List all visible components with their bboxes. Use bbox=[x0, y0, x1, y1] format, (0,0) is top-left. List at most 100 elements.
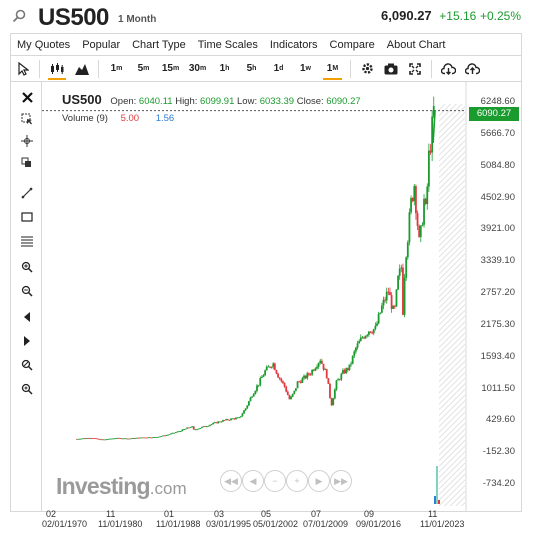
interval-15m[interactable]: 15 m bbox=[161, 63, 180, 74]
candle-body bbox=[411, 198, 414, 202]
crosshair-tool-button[interactable] bbox=[17, 132, 37, 150]
step-forward-icon[interactable]: ▶ bbox=[308, 470, 330, 492]
candle-body bbox=[389, 291, 391, 296]
scroll-left-button[interactable] bbox=[17, 308, 37, 326]
low-value: 6033.39 bbox=[259, 96, 295, 107]
candle-body bbox=[272, 363, 275, 368]
candle-body bbox=[392, 306, 395, 309]
zoom-in-circle-icon[interactable]: + bbox=[286, 470, 308, 492]
chart-menu-bar: My Quotes Popular Chart Type Time Scales… bbox=[10, 33, 522, 55]
fast-forward-icon[interactable]: ▶▶ bbox=[330, 470, 352, 492]
candle-body bbox=[260, 376, 263, 379]
select-icon bbox=[21, 113, 32, 125]
x-tick-bottom-label: 02/01/1970 bbox=[42, 519, 88, 529]
candle-body bbox=[186, 427, 189, 429]
zoom-out-circle-icon[interactable]: − bbox=[264, 470, 286, 492]
candle-body bbox=[92, 438, 95, 440]
candle-body bbox=[153, 437, 156, 438]
zoom-in-button[interactable] bbox=[17, 258, 37, 276]
candle-body bbox=[105, 439, 108, 441]
volume-value-b: 1.56 bbox=[155, 113, 175, 124]
y-tick-label: 4502.90 bbox=[480, 191, 515, 203]
brand-name: Investing bbox=[56, 473, 151, 499]
rewind-icon[interactable]: ◀◀ bbox=[220, 470, 242, 492]
candle-body bbox=[140, 437, 143, 439]
candle-body bbox=[309, 374, 312, 376]
fibonacci-tool-button[interactable] bbox=[17, 232, 37, 250]
select-tool-button[interactable] bbox=[17, 110, 37, 128]
reset-zoom-button[interactable] bbox=[17, 380, 37, 398]
menu-chart-type[interactable]: Chart Type bbox=[132, 38, 186, 51]
menu-time-scales[interactable]: Time Scales bbox=[197, 38, 258, 51]
cursor-icon bbox=[18, 61, 29, 76]
candle-body bbox=[273, 363, 276, 371]
menu-about-chart[interactable]: About Chart bbox=[386, 38, 446, 51]
chart-area[interactable] bbox=[42, 82, 522, 512]
chart-navigation-controls: ◀◀ ◀ − + ▶ ▶▶ bbox=[220, 468, 370, 494]
last-price: 6,090.27 bbox=[381, 8, 432, 23]
menu-compare[interactable]: Compare bbox=[329, 38, 375, 51]
candle-body bbox=[171, 432, 174, 434]
candle-body bbox=[335, 380, 338, 390]
menu-popular[interactable]: Popular bbox=[82, 38, 121, 51]
y-tick-label: 5084.80 bbox=[480, 159, 515, 171]
interval-30m[interactable]: 30 m bbox=[188, 63, 207, 74]
y-tick-label: 1011.50 bbox=[481, 382, 515, 394]
triangle-left-icon bbox=[24, 312, 30, 322]
price-chart[interactable] bbox=[42, 82, 522, 512]
candle-body bbox=[251, 396, 254, 398]
zoom-fit-button[interactable] bbox=[17, 356, 37, 374]
area-chart-icon bbox=[75, 63, 89, 75]
volume-legend: Volume (9) 5.00 1.56 bbox=[62, 113, 174, 124]
step-back-icon[interactable]: ◀ bbox=[242, 470, 264, 492]
x-axis: 02 02/01/1970 11 11/01/1980 01 11/01/1988 03 03… bbox=[42, 509, 472, 532]
candle-body bbox=[400, 267, 403, 269]
candlestick-chart-button[interactable] bbox=[44, 56, 70, 81]
fullscreen-button[interactable] bbox=[403, 56, 427, 81]
zoom-in-icon bbox=[21, 261, 33, 273]
search-icon[interactable] bbox=[12, 9, 26, 23]
cursor-tool-button[interactable] bbox=[11, 56, 35, 81]
candle-body bbox=[408, 212, 411, 243]
candle-body bbox=[189, 427, 192, 429]
candle-body bbox=[322, 363, 325, 370]
candle-body bbox=[267, 366, 270, 368]
screenshot-button[interactable] bbox=[379, 56, 403, 81]
candle-body bbox=[246, 405, 249, 409]
close-tools-button[interactable] bbox=[17, 88, 37, 106]
candle-body bbox=[187, 427, 190, 429]
candle-body bbox=[90, 437, 93, 439]
menu-my-quotes[interactable]: My Quotes bbox=[17, 38, 71, 51]
scroll-right-button[interactable] bbox=[17, 332, 37, 350]
candle-body bbox=[317, 362, 320, 367]
download-button[interactable] bbox=[436, 56, 460, 81]
candle-body bbox=[152, 437, 155, 438]
candle-body bbox=[421, 224, 424, 226]
candle-body bbox=[295, 388, 297, 391]
layers-icon bbox=[21, 157, 31, 167]
candle-body bbox=[346, 368, 349, 371]
zoom-out-button[interactable] bbox=[17, 282, 37, 300]
area-chart-button[interactable] bbox=[70, 56, 94, 81]
clone-tool-button[interactable] bbox=[17, 154, 37, 172]
upload-button[interactable] bbox=[460, 56, 484, 81]
candle-body bbox=[419, 225, 422, 237]
rectangle-tool-button[interactable] bbox=[17, 208, 37, 226]
settings-button[interactable] bbox=[355, 56, 379, 81]
candle-body bbox=[311, 369, 314, 375]
menu-indicators[interactable]: Indicators bbox=[269, 38, 318, 51]
trendline-tool-button[interactable] bbox=[17, 184, 37, 202]
candle-body bbox=[415, 186, 417, 214]
candle-body bbox=[134, 438, 137, 439]
drawing-tools-panel bbox=[10, 82, 42, 512]
candle-body bbox=[384, 299, 387, 301]
candle-body bbox=[405, 257, 408, 278]
x-tick-top-label: 07 bbox=[311, 509, 322, 519]
